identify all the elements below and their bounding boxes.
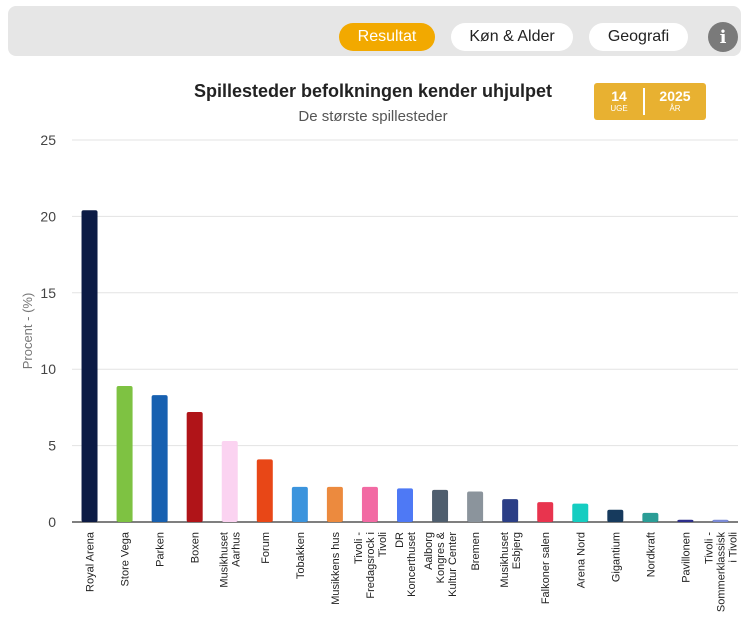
x-tick-label: Pavillonen [680,532,692,583]
bar [712,519,729,522]
bar [397,488,413,522]
x-tick-label: Musikkens hus [330,532,342,605]
x-tick-label: Arena Nord [575,532,587,588]
y-tick-label: 0 [48,514,56,530]
x-tick-label: Bremen [470,532,482,571]
x-tick-label: Tobakken [295,532,307,579]
bar [537,502,554,522]
y-tick-label: 20 [40,208,56,224]
x-tick-label: Tivoli - [353,532,365,564]
info-icon[interactable]: i [708,22,738,52]
x-tick-label: Kongres & [435,531,447,583]
x-tick-label: Falkoner salen [540,532,552,604]
x-tick-label: Boxen [190,532,202,563]
week-cell: 14 UGE [594,83,644,120]
y-tick-label: 5 [48,438,56,454]
year-label: ÅR [669,104,681,113]
chart-title: Spillesteder befolkningen kender uhjulpe… [193,81,553,101]
x-tick-label: i Tivoli [727,532,739,563]
bar [642,512,659,522]
x-tick-label: Aarhus [231,532,243,567]
x-tick-label: Kultur Center [447,532,459,597]
x-tick-label: Musikhuset [499,532,511,588]
bar [677,519,694,522]
x-tick-label: Gigantium [610,532,622,582]
tab-kon-alder[interactable]: Køn & Alder [451,23,573,51]
bar [81,210,98,522]
x-tick-label: DR [394,532,406,548]
x-tick-label: Forum [260,532,272,564]
x-tick-label: Store Vega [120,531,132,586]
x-tick-label: Parken [155,532,167,567]
x-tick-label: Royal Arena [85,531,97,592]
week-year-badge: 14 UGE 2025 ÅR [594,83,706,120]
bar [221,441,238,522]
week-number: 14 [611,88,627,104]
bar [467,491,484,522]
bar [361,486,378,522]
x-tick-label: Tivoli [377,532,389,557]
bar [186,411,203,522]
x-tick-label: Koncerthuset [406,532,418,597]
bar [607,509,624,522]
bar [256,459,273,522]
tab-geografi[interactable]: Geografi [589,23,688,51]
x-tick-label: Tivoli - [703,532,715,564]
badge-divider [643,88,645,115]
week-label: UGE [610,104,628,113]
tab-resultat[interactable]: Resultat [339,23,435,51]
year-cell: 2025 ÅR [650,83,700,120]
x-tick-label: Nordkraft [645,532,657,577]
x-tick-label: Fredagsrock i [365,532,377,599]
bar [432,489,449,522]
bar [291,486,308,522]
bar [326,486,343,522]
x-tick-label: Aalborg [423,532,435,570]
bar [502,499,519,522]
y-axis-label: Procent - (%) [20,293,35,370]
bar [151,395,168,522]
y-tick-label: 10 [40,361,56,377]
y-tick-label: 15 [40,285,56,301]
y-tick-label: 25 [40,132,56,148]
bar [116,386,133,522]
x-tick-label: Musikhuset [219,532,231,588]
x-tick-label: Sommerklassisk [715,532,727,613]
year-number: 2025 [659,88,691,104]
filter-toolbar: Resultat Køn & Alder Geografi i [8,6,741,56]
x-tick-label: Esbjerg [511,532,523,569]
chart-subtitle: De største spillesteder [298,108,448,125]
bar [572,503,589,522]
